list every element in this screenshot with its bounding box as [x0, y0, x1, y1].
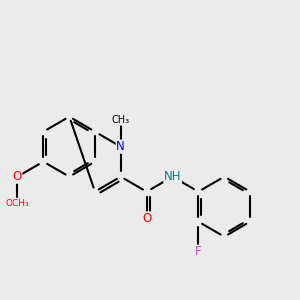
Text: NH: NH [164, 170, 182, 183]
Text: OCH₃: OCH₃ [5, 199, 29, 208]
Text: O: O [13, 170, 22, 183]
Text: O: O [142, 212, 151, 225]
Text: CH₃: CH₃ [112, 115, 130, 125]
Text: F: F [195, 245, 202, 258]
Text: N: N [116, 140, 125, 153]
